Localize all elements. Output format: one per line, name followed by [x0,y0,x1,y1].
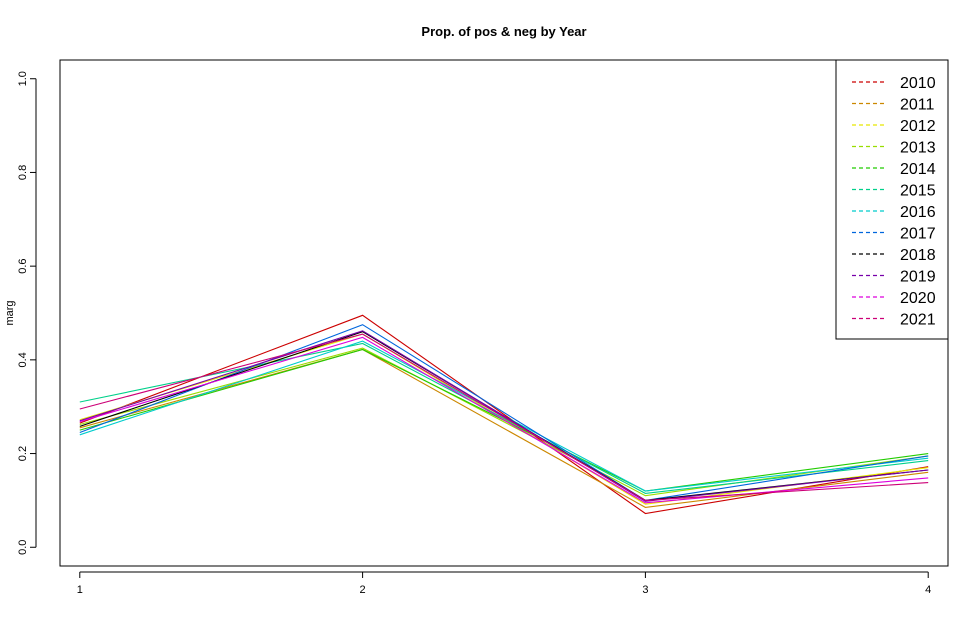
y-axis-label: marg [4,300,16,325]
legend-label-2013: 2013 [900,140,936,157]
x-tick-label: 4 [925,584,931,596]
series-line-2020 [79,336,929,504]
x-tick-label: 1 [77,584,83,596]
series-line-2015 [79,342,929,494]
y-tick-label: 0.8 [17,165,29,180]
series-line-2012 [79,333,929,505]
x-tick-label: 3 [642,584,648,596]
series-line-2021 [79,333,929,501]
y-tick-label: 0.0 [17,540,29,555]
x-axis: 1 2 3 4 [77,571,931,596]
y-axis: 0.0 0.2 0.4 0.6 0.8 1.0 [17,71,37,555]
legend-box [835,59,949,340]
legend-label-2016: 2016 [900,204,936,221]
x-tick-label: 2 [360,584,366,596]
y-tick-label: 1.0 [17,71,29,86]
legend-label-2017: 2017 [900,226,936,243]
legend-label-2014: 2014 [900,161,936,178]
chart-title: Prop. of pos & neg by Year [421,24,586,39]
y-tick-label: 0.2 [17,446,29,461]
legend-label-2018: 2018 [900,247,936,264]
series-line-2019 [79,330,929,502]
y-tick-label: 0.4 [17,352,29,367]
legend-label-2021: 2021 [900,312,936,329]
legend-label-2020: 2020 [900,290,936,307]
legend-label-2011: 2011 [900,97,935,114]
legend-label-2019: 2019 [900,269,936,286]
series-group [79,314,929,515]
legend-label-2010: 2010 [900,75,936,92]
series-line-2013 [79,347,929,497]
legend-label-2015: 2015 [900,183,936,200]
y-tick-label: 0.6 [17,258,29,273]
legend-label-2012: 2012 [900,118,936,135]
legend: 2010 2011 2012 2013 2014 2015 2016 2017 2018 2019… [835,59,949,340]
